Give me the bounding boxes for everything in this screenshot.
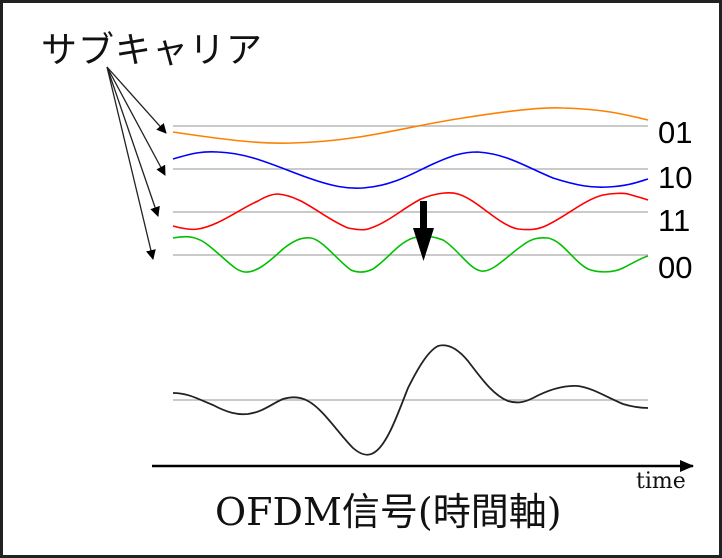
bits-label-11: 11 [658, 203, 691, 238]
subcarrier-wave-00 [172, 235, 649, 273]
bits-label-01: 01 [658, 115, 693, 150]
caption: OFDM信号(時間軸) [215, 490, 562, 534]
time-axis-label: time [636, 469, 686, 494]
ofdm-composite-wave [172, 344, 649, 456]
diagram-svg [106, 66, 694, 472]
subcarrier-label: サブキャリア [41, 30, 264, 71]
subcarrier-wave-10 [172, 150, 649, 190]
sampling-arrow [413, 201, 434, 261]
bits-label-10: 10 [658, 160, 693, 195]
subcarrier-pointer-arrows [106, 66, 167, 260]
subcarrier-wave-11 [172, 192, 649, 231]
bits-label-00: 00 [658, 250, 693, 285]
subcarrier-baselines [173, 125, 648, 401]
subcarrier-wave-01 [172, 107, 649, 144]
